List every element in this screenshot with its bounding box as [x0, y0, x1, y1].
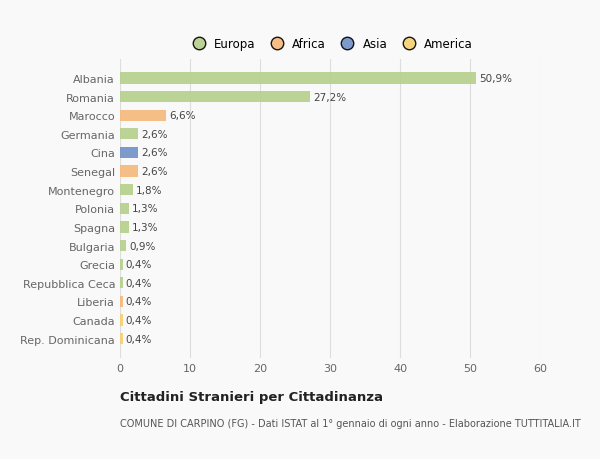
Text: 0,4%: 0,4% — [125, 297, 152, 307]
Bar — [120, 110, 166, 122]
Bar — [120, 147, 138, 159]
Text: 2,6%: 2,6% — [141, 148, 167, 158]
Bar — [120, 92, 310, 103]
Text: 50,9%: 50,9% — [479, 74, 512, 84]
Text: 1,3%: 1,3% — [132, 204, 158, 214]
Text: 6,6%: 6,6% — [169, 111, 196, 121]
Text: 0,4%: 0,4% — [125, 260, 152, 269]
Bar — [120, 73, 476, 84]
Bar — [120, 166, 138, 177]
Text: 0,9%: 0,9% — [129, 241, 155, 251]
Bar — [120, 259, 123, 270]
Bar — [120, 185, 133, 196]
Text: Cittadini Stranieri per Cittadinanza: Cittadini Stranieri per Cittadinanza — [120, 390, 383, 403]
Text: 2,6%: 2,6% — [141, 167, 167, 177]
Text: 27,2%: 27,2% — [313, 92, 346, 102]
Legend: Europa, Africa, Asia, America: Europa, Africa, Asia, America — [185, 36, 475, 53]
Bar — [120, 278, 123, 289]
Bar — [120, 222, 129, 233]
Text: 1,3%: 1,3% — [132, 223, 158, 232]
Text: 0,4%: 0,4% — [125, 315, 152, 325]
Bar — [120, 333, 123, 344]
Text: COMUNE DI CARPINO (FG) - Dati ISTAT al 1° gennaio di ogni anno - Elaborazione TU: COMUNE DI CARPINO (FG) - Dati ISTAT al 1… — [120, 418, 581, 428]
Bar — [120, 315, 123, 326]
Bar — [120, 241, 127, 252]
Text: 1,8%: 1,8% — [136, 185, 162, 195]
Bar — [120, 296, 123, 308]
Text: 2,6%: 2,6% — [141, 129, 167, 140]
Bar — [120, 203, 129, 214]
Bar — [120, 129, 138, 140]
Text: 0,4%: 0,4% — [125, 334, 152, 344]
Text: 0,4%: 0,4% — [125, 278, 152, 288]
